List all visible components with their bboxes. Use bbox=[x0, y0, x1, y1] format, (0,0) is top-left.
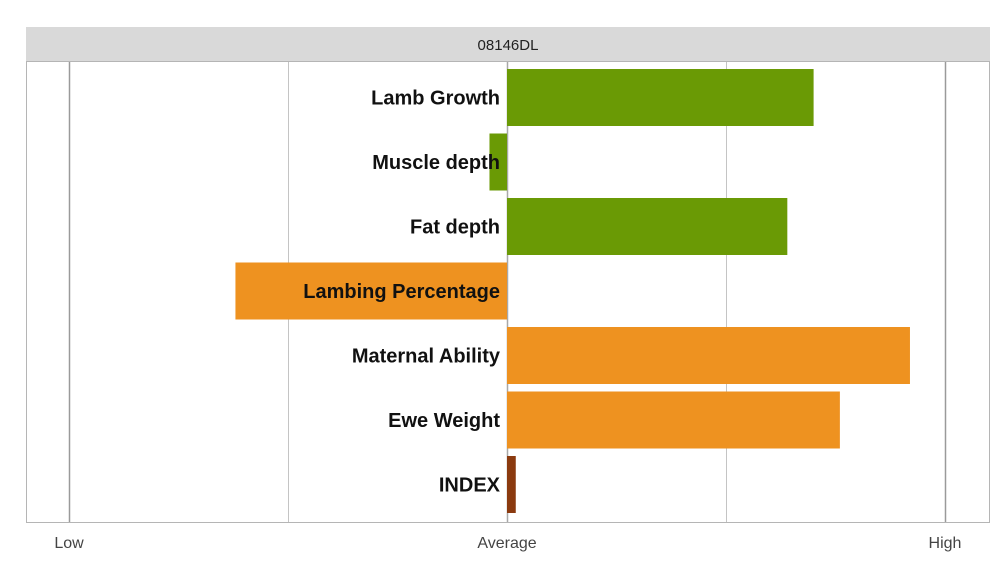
bar-4 bbox=[235, 262, 507, 320]
bar-label-5: Maternal Ability bbox=[352, 346, 501, 368]
bar-label-1: Lamb Growth bbox=[371, 88, 500, 110]
bar-label-6: Ewe Weight bbox=[388, 410, 500, 432]
bar-6 bbox=[507, 391, 840, 449]
bar-2 bbox=[489, 133, 507, 191]
x-tick-label-2: Average bbox=[477, 535, 536, 552]
bar-label-4: Lambing Percentage bbox=[303, 281, 500, 303]
x-tick-label-3: High bbox=[929, 535, 962, 552]
bar-1 bbox=[507, 69, 814, 126]
bar-label-3: Fat depth bbox=[410, 217, 500, 239]
bar-7 bbox=[507, 456, 516, 513]
title-strip bbox=[26, 27, 990, 61]
bar-label-2: Muscle depth bbox=[372, 152, 500, 174]
bar-3 bbox=[507, 198, 788, 255]
bar-5 bbox=[507, 327, 910, 384]
x-tick-label-1: Low bbox=[54, 535, 84, 552]
bar-label-7: INDEX bbox=[439, 475, 501, 497]
chart-title: 08146DL bbox=[478, 37, 539, 54]
